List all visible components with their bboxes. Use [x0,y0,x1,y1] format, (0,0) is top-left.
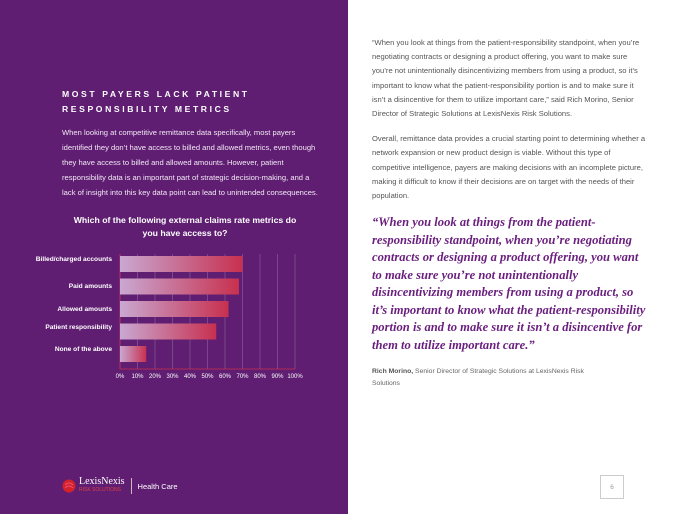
chart-title: Which of the following external claims r… [73,215,297,238]
category-label: None of the above [54,346,112,353]
x-tick-label: 60% [218,374,231,380]
brand-name: LexisNexis [79,476,125,487]
x-tick-label: 20% [148,374,161,380]
pull-quote: “When you look at things from the patien… [372,215,646,352]
bar-1 [120,278,239,295]
x-tick-label: 0% [115,374,125,380]
paragraph-quote: “When you look at things from the patien… [372,38,640,119]
bar-0 [120,256,243,272]
x-tick-label: 100% [287,374,303,380]
paragraph-overall: Overall, remittance data provides a cruc… [372,134,646,201]
bar-2 [120,301,229,317]
chart-area: Billed/charged accounts Paid amounts Allow… [0,248,348,388]
category-label: Paid amounts [68,283,112,290]
bar-4 [120,346,147,362]
right-column: “When you look at things from the patien… [372,36,648,390]
attribution: Rich Morino, Senior Director of Strategi… [372,366,602,390]
bar-3 [120,323,217,340]
x-tick-label: 10% [131,374,144,380]
section-body: When looking at competitive remittance d… [62,128,318,197]
division-name: Health Care [137,481,178,491]
divider [130,478,132,494]
category-label: Billed/charged accounts [35,256,112,263]
category-label: Allowed amounts [57,305,112,313]
attribution-name: Rich Morino, [372,368,414,376]
left-panel: MOST PAYERS LACK PATIENT RESPONSIBILITY … [0,0,348,514]
x-tick-label: 50% [201,374,214,380]
x-tick-label: 70% [236,374,249,380]
attribution-title: Senior Director of Strategic Solutions a… [372,368,584,388]
page-number: 6 [600,475,624,499]
x-tick-label: 80% [253,374,266,380]
category-label: Patient responsibility [45,323,112,331]
globe-logo-icon [62,479,76,493]
lexisnexis-logo: LexisNexis RISK SOLUTIONS Health Care [62,476,178,494]
brand-sub: RISK SOLUTIONS [79,487,121,493]
bar-chart [119,254,296,370]
section-heading: MOST PAYERS LACK PATIENT RESPONSIBILITY … [62,89,250,114]
x-tick-label: 40% [183,374,196,380]
x-tick-label: 90% [271,374,284,380]
x-tick-label: 30% [166,374,179,380]
